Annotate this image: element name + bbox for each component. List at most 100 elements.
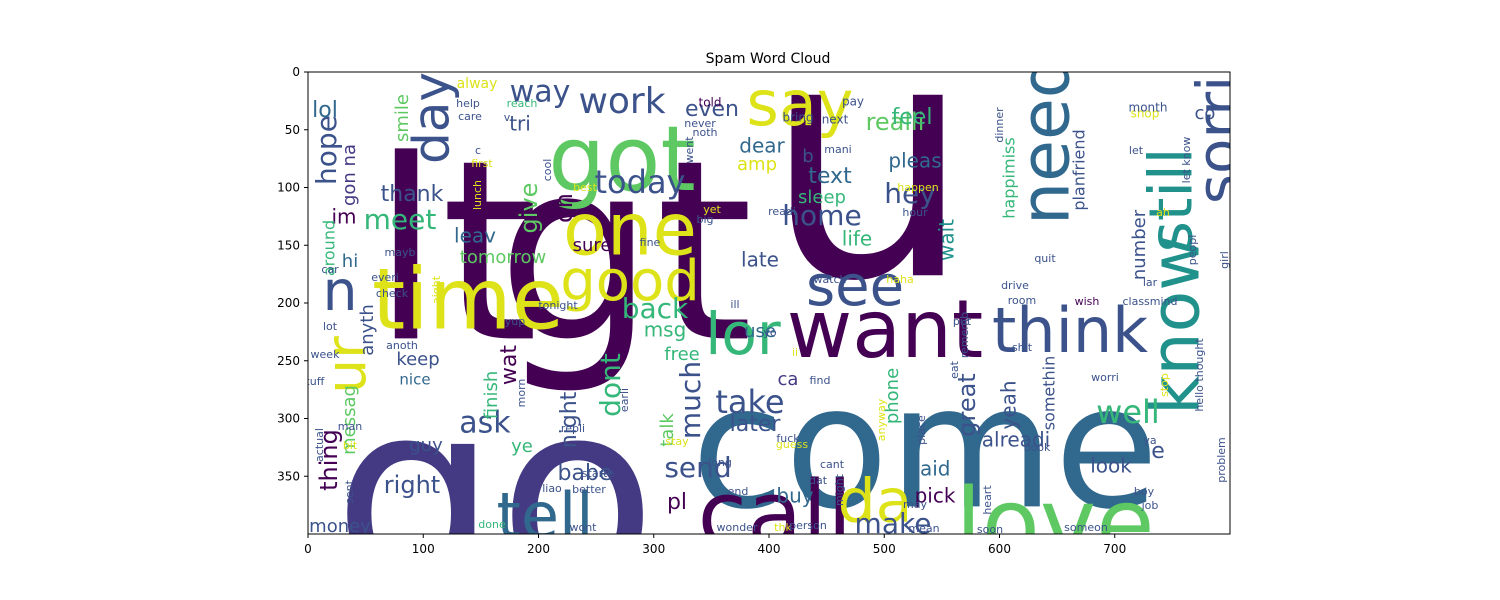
word-72: night [557,391,582,448]
word-121: mayb [385,246,416,259]
word-115: readi [768,205,796,218]
word-55: wait [935,219,959,261]
word-51: text [808,164,852,189]
word-143: stuff [300,375,325,388]
y-tick-label-2: 100 [277,181,300,195]
word-95: number [1129,209,1150,280]
word-29: home [782,199,861,232]
word-39: give [515,183,543,234]
word-179: rememb [958,312,971,358]
word-102: care [458,110,482,123]
word-61: free [664,344,700,365]
word-54: amp [737,154,777,175]
word-23: ur [314,336,378,394]
x-tick-label-1: 100 [412,542,435,556]
word-87: alreadi [982,428,1050,452]
word-24: n [323,259,358,323]
word-63: much [674,361,707,439]
word-52: sleep [798,187,846,208]
word-132: room [1008,294,1036,307]
word-25: work [578,81,665,122]
word-64: take [715,383,784,421]
word-22: day [403,72,461,164]
word-41: smile [392,94,413,142]
word-12: see [806,254,904,319]
word-80: right [384,471,440,499]
word-11: want [787,283,984,376]
word-153: ya [1143,434,1156,447]
word-112: best [573,181,597,194]
word-103: told [699,96,722,110]
word-173: actual [313,428,326,462]
word-172: sent [343,479,356,503]
x-tick-label-0: 0 [304,542,312,556]
word-193: went [683,136,696,164]
word-159: better [572,483,606,496]
y-tick-label-7: 350 [277,469,300,483]
word-35: even [685,97,739,122]
word-105: bring [782,111,813,125]
word-31: meet [364,203,437,236]
word-92: phone [882,368,903,424]
word-70: nice [399,371,430,389]
y-tick-label-5: 250 [277,354,300,368]
word-7: got [548,107,695,212]
word-34: feel [892,105,933,130]
word-88: look [1090,454,1132,478]
word-110: c [475,144,481,157]
word-89: e [1151,439,1165,464]
y-tick-label-6: 300 [277,412,300,426]
word-185: let know [1180,137,1193,184]
word-74: thing [315,429,343,491]
word-117: let [1129,144,1144,157]
word-2: lt [371,106,538,397]
word-146: man [338,420,362,433]
word-154: cant [820,458,845,471]
word-49: anyth [357,304,378,356]
word-128: drive [1001,279,1029,292]
word-65: later [730,412,782,437]
word-60: msg [644,318,687,342]
word-75: guy [409,435,443,456]
word-109: month [1129,101,1168,115]
word-43: gon na [339,144,360,206]
word-168: soon [977,523,1003,536]
word-68: wat [497,345,522,385]
word-36: dear [739,134,785,158]
word-16: lor [705,300,781,368]
word-166: person [789,519,827,532]
word-42: tri [509,112,531,136]
word-148: repli [561,422,585,435]
word-56: life [842,227,872,251]
word-177: place [915,415,928,445]
word-21: da [838,467,913,537]
word-190: aight [430,275,443,304]
word-171: boy [1134,485,1155,498]
word-79: babe [558,461,613,486]
word-38: lol [312,98,338,123]
y-tick-label-3: 150 [277,238,300,252]
word-101: reach [507,97,538,110]
y-tick-label-0: 0 [292,65,300,79]
word-26: way [510,75,571,110]
word-167: mean [908,522,939,535]
word-119: ah [1156,206,1170,219]
y-tick-label-4: 200 [277,296,300,310]
word-14: think [992,294,1148,367]
word-98: co [1195,103,1216,124]
word-30: back [622,292,689,325]
word-81: money [309,516,371,537]
word-46: tomorrow [460,247,546,268]
word-4: come [691,349,1159,547]
word-58: late [741,248,779,272]
word-147: bit [343,439,358,452]
word-164: wonder [717,521,758,534]
word-114: big [696,213,713,226]
x-axis: 0 100 200 300 400 500 600 700 [304,534,1126,556]
word-59: use [744,321,776,342]
word-124: check [376,287,409,300]
word-133: wish [1075,295,1100,308]
word-191: morn [515,379,528,408]
word-82: pl [667,490,687,515]
